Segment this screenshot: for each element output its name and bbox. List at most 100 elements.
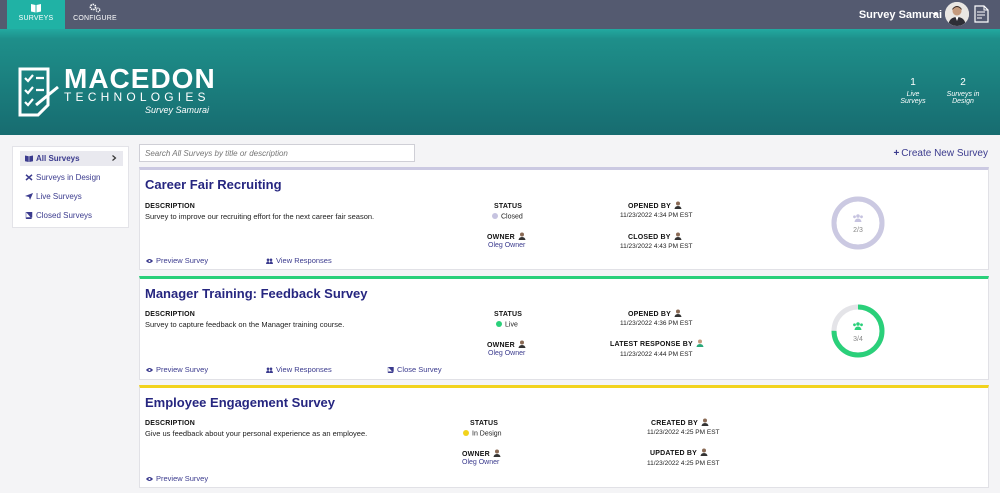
stat-value: 2 [960,77,966,88]
description-label: DESCRIPTION [145,311,196,318]
tools-icon [25,174,33,181]
user-avatar-icon [518,232,526,240]
user-avatar-icon [674,309,682,317]
preview-survey-link[interactable]: Preview Survey [146,365,208,374]
status-dot-icon [492,213,498,219]
close-survey-link[interactable]: Close Survey [387,365,442,374]
survey-card: Manager Training: Feedback Survey DESCRI… [139,276,989,380]
sidebar-item-label: Live Surveys [36,192,82,201]
tab-surveys[interactable]: SURVEYS [7,0,65,29]
document-report-icon[interactable] [974,5,990,23]
survey-card: Employee Engagement Survey DESCRIPTION G… [139,385,989,488]
status-dot-icon [496,321,502,327]
created-by-label: CREATED BY [651,418,709,427]
plus-icon: + [893,148,900,159]
users-icon [853,322,863,330]
user-avatar-icon [701,418,709,426]
created-by-value: 11/23/2022 4:25 PM EST [647,429,720,436]
logo-tagline: Survey Samurai [145,105,210,115]
status-label: STATUS [494,311,523,318]
create-new-survey-button[interactable]: + Create New Survey [893,148,988,159]
latest-response-by-label: LATEST RESPONSE BY [610,339,704,348]
status-text: Closed [501,213,523,221]
owner-name[interactable]: Oleg Owner [488,350,526,357]
status-label: STATUS [470,420,499,427]
response-progress-ring [831,196,885,250]
view-responses-link[interactable]: View Responses [266,256,332,265]
updated-by-value: 11/23/2022 4:25 PM EST [647,460,720,467]
user-menu[interactable]: Survey Samurai [858,9,942,21]
user-avatar-icon [518,340,526,348]
cogs-icon [89,3,101,13]
paper-plane-icon [25,193,33,200]
eye-icon [146,259,153,264]
status-text: In Design [472,430,502,438]
user-avatar-icon [674,232,682,240]
eye-icon [146,477,153,482]
book-icon [25,155,33,162]
tab-surveys-label: SURVEYS [18,15,54,22]
sidebar: All Surveys Surveys in Design Live Surve… [12,146,129,228]
status-badge: Live [496,321,518,329]
user-avatar-icon [674,201,682,209]
survey-title[interactable]: Manager Training: Feedback Survey [145,286,368,301]
logo-subtitle: TECHNOLOGIES [64,90,210,104]
eye-icon [146,368,153,373]
status-text: Live [505,321,518,329]
users-icon [266,258,273,265]
opened-by-value: 11/23/2022 4:36 PM EST [620,320,693,327]
opened-by-value: 11/23/2022 4:34 PM EST [620,212,693,219]
view-responses-link[interactable]: View Responses [266,365,332,374]
opened-by-label: OPENED BY [628,309,682,318]
tab-configure[interactable]: CONFIGURE [68,0,122,29]
search-input[interactable] [139,144,415,162]
chevron-right-icon [112,155,117,161]
stat-label: Live Surveys [900,91,926,105]
owner-name[interactable]: Oleg Owner [462,459,500,466]
survey-title[interactable]: Employee Engagement Survey [145,395,336,410]
sidebar-item-all-surveys[interactable]: All Surveys [20,151,123,166]
description-label: DESCRIPTION [145,203,196,210]
closed-by-value: 11/23/2022 4:43 PM EST [620,243,693,250]
survey-title[interactable]: Career Fair Recruiting [145,177,282,192]
sidebar-item-label: Surveys in Design [36,173,101,182]
user-avatar-icon [700,448,708,456]
hero-banner: MACEDON TECHNOLOGIES Survey Samurai 1 Li… [0,29,1000,135]
survey-description: Give us feedback about your personal exp… [145,429,368,438]
response-count: 2/3 [853,227,863,234]
survey-description: Survey to capture feedback on the Manage… [145,320,345,329]
status-badge: Closed [492,213,523,221]
survey-card: Career Fair Recruiting DESCRIPTION Surve… [139,167,989,270]
user-avatar-icon [493,449,501,457]
stat-label: Surveys in Design [946,91,980,105]
preview-survey-link[interactable]: Preview Survey [146,256,208,265]
users-icon [853,214,863,222]
users-icon [266,367,273,374]
book-icon [31,4,41,13]
tab-configure-label: CONFIGURE [73,15,117,22]
description-label: DESCRIPTION [145,420,196,427]
status-dot-icon [463,430,469,436]
survey-description: Survey to improve our recruiting effort … [145,212,375,221]
response-count: 3/4 [853,336,863,343]
sidebar-item-live-surveys[interactable]: Live Surveys [20,189,123,204]
preview-survey-link[interactable]: Preview Survey [146,474,208,483]
opened-by-label: OPENED BY [628,201,682,210]
owner-label: OWNER [487,232,526,241]
response-progress-ring [831,304,885,358]
sidebar-item-surveys-in-design[interactable]: Surveys in Design [20,170,123,185]
user-avatar-icon [696,339,704,347]
avatar[interactable] [945,2,969,26]
updated-by-label: UPDATED BY [650,448,708,457]
status-badge: In Design [463,430,502,438]
owner-label: OWNER [487,340,526,349]
logo-title: MACEDON [64,63,216,94]
caret-down-icon[interactable] [932,13,938,16]
sidebar-item-closed-surveys[interactable]: Closed Surveys [20,208,123,223]
stat-surveys-in-design: 2 Surveys in Design [935,77,991,105]
top-navbar: SURVEYS CONFIGURE Survey Samurai [0,0,1000,29]
user-avatar-icon [945,2,969,26]
book-closed-icon [25,212,33,219]
owner-name[interactable]: Oleg Owner [488,242,526,249]
latest-response-by-value: 11/23/2022 4:44 PM EST [620,351,693,358]
